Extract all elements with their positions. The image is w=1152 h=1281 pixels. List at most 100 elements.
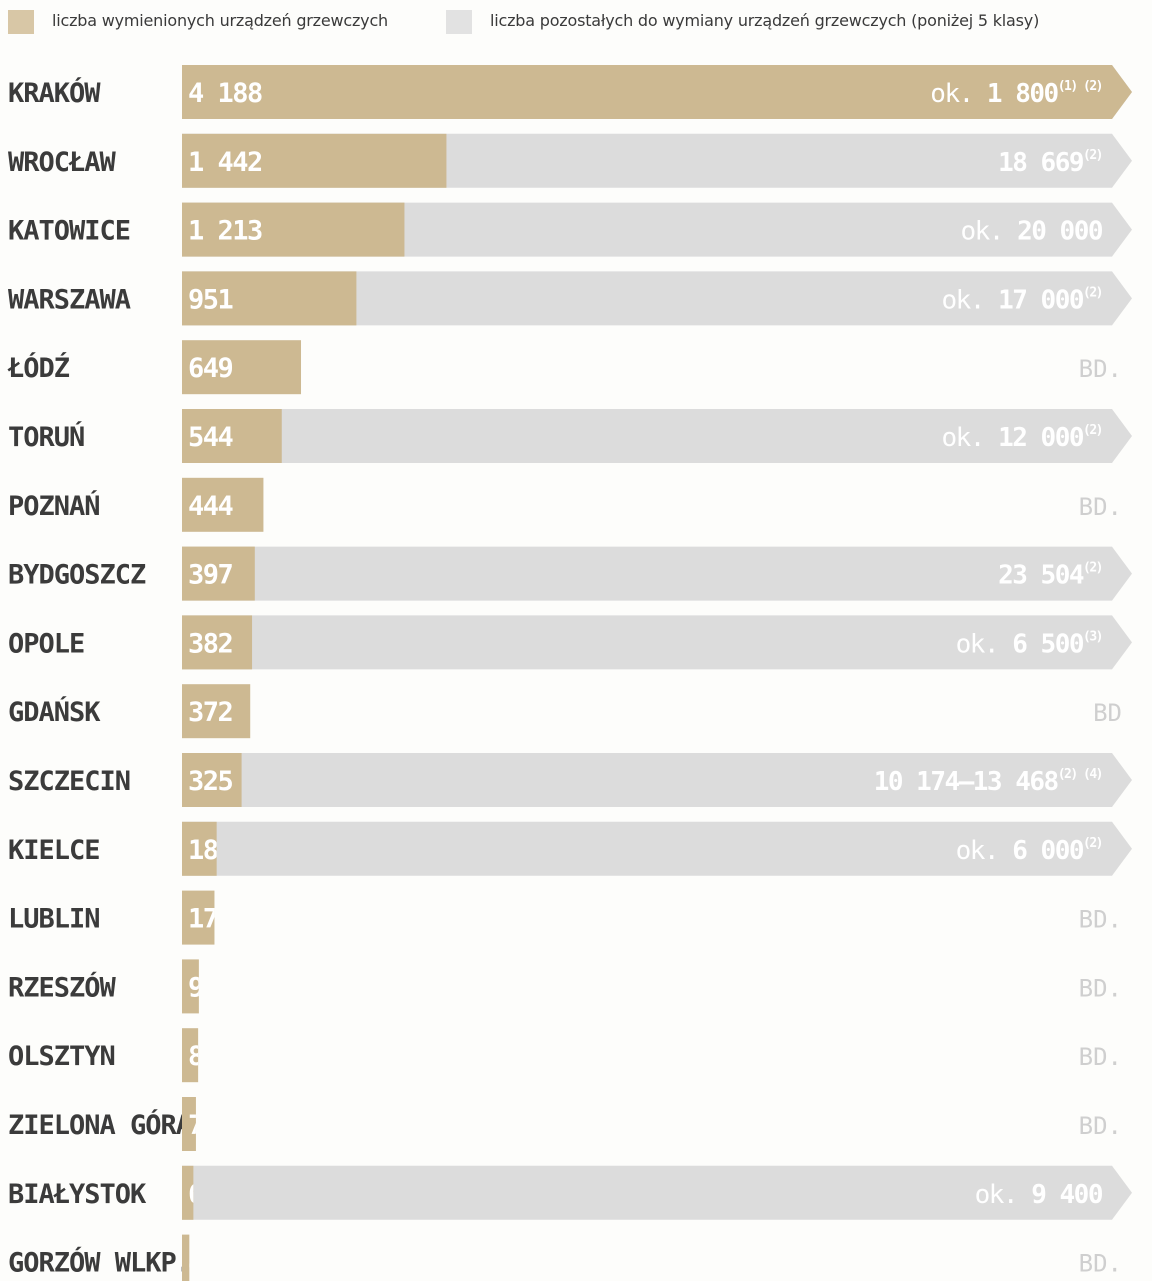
remaining-value-prefix: ok.	[960, 217, 1017, 247]
city-label: POZNAŃ	[8, 490, 100, 522]
legend: liczba wymienionych urządzeń grzewczych …	[0, 0, 1152, 44]
remaining-bar	[182, 409, 1132, 463]
replaced-bar	[182, 1028, 199, 1083]
remaining-value-label: ok. 17 000(2)	[941, 285, 1102, 315]
chart-row: GDAŃSK 372 BD	[8, 684, 1122, 739]
replaced-value-label: 92	[188, 972, 218, 1003]
remaining-value: 6 000	[1012, 836, 1084, 866]
chart-row: OPOLE 382 ok. 6 500(3)	[8, 615, 1132, 670]
city-label: BYDGOSZCZ	[8, 560, 146, 591]
chart-row: OLSZTYN 88 BD.	[8, 1028, 1122, 1083]
replaced-bar	[182, 684, 251, 739]
remaining-value: 18 669	[998, 148, 1083, 178]
remaining-value: 23 504	[998, 561, 1084, 591]
remaining-value-label: ok. 20 000	[960, 217, 1102, 247]
city-label: LUBLIN	[8, 904, 100, 935]
footnote-marker: (2)	[1083, 285, 1102, 300]
replaced-value-label: 4 188	[188, 78, 262, 109]
chart-row: KRAKÓW 4 188 ok. 1 800(1) (2)	[8, 65, 1132, 119]
city-label: WROCŁAW	[8, 147, 117, 178]
footnote-marker: (2)	[1083, 423, 1102, 438]
remaining-value-label: ok. 6 500(3)	[956, 629, 1102, 659]
replaced-value-label: 382	[188, 628, 233, 659]
no-data-label: BD.	[1079, 974, 1122, 1002]
no-data-label: BD.	[1079, 493, 1122, 521]
city-label: ZIELONA GÓRA	[8, 1109, 192, 1141]
replaced-bar	[182, 753, 242, 807]
chart-row: WARSZAWA 951 ok. 17 000(2)	[8, 271, 1132, 326]
no-data-label: BD.	[1079, 355, 1122, 383]
legend-label-remaining: liczba pozostałych do wymiany urządzeń g…	[490, 11, 1040, 30]
remaining-value: 9 400	[1031, 1180, 1103, 1210]
remaining-bar	[182, 271, 1132, 326]
remaining-value-prefix: ok.	[975, 1180, 1032, 1210]
replaced-bar	[182, 477, 264, 532]
replaced-value-label: 444	[188, 491, 234, 522]
replaced-value-label: 88	[188, 1041, 218, 1072]
replaced-value-label: 76	[188, 1110, 218, 1141]
replaced-value-label: 177	[188, 904, 233, 935]
replaced-value-label: 325	[188, 766, 233, 797]
legend-label-replaced: liczba wymienionych urządzeń grzewczych	[52, 11, 388, 30]
replaced-value-label: 372	[188, 697, 233, 728]
legend-swatch-remaining	[446, 10, 472, 34]
remaining-value-label: 18 669(2)	[998, 148, 1102, 178]
replaced-value-label: 544	[188, 422, 234, 453]
footnote-marker: (3)	[1083, 629, 1102, 644]
remaining-value-label: ok. 1 800(1) (2)	[930, 79, 1102, 109]
footnote-marker: (2)	[1083, 836, 1102, 851]
chart-row: SZCZECIN 325 10 174–13 468(2) (4)	[8, 753, 1132, 807]
chart-row: POZNAŃ 444 BD.	[8, 477, 1122, 532]
chart-row: TORUŃ 544 ok. 12 000(2)	[8, 409, 1132, 463]
footnote-marker: (1) (2)	[1058, 79, 1102, 94]
remaining-value: 12 000	[998, 423, 1084, 453]
replaced-bar	[182, 959, 199, 1014]
remaining-value-label: 10 174–13 468(2) (4)	[874, 767, 1102, 797]
remaining-value-prefix: ok.	[941, 423, 998, 453]
remaining-value: 10 174–13 468	[874, 767, 1059, 797]
no-data-label: BD.	[1079, 906, 1122, 934]
replaced-value-label: 951	[188, 284, 233, 315]
footnote-marker: (2)	[1083, 148, 1102, 163]
city-label: KRAKÓW	[8, 77, 101, 109]
footnote-marker: (2) (4)	[1058, 767, 1102, 782]
replaced-bar	[182, 65, 1132, 119]
footnote-marker: (2)	[1083, 561, 1102, 576]
city-label: OLSZTYN	[8, 1041, 115, 1072]
replaced-bar	[182, 1097, 196, 1151]
chart-row: BIAŁYSTOK 62 ok. 9 400	[8, 1165, 1132, 1220]
replaced-bar	[182, 615, 253, 670]
replaced-bar	[182, 890, 215, 945]
bar-chart: KRAKÓW 4 188 ok. 1 800(1) (2) WROCŁAW 1 442 1…	[7, 65, 1132, 1281]
remaining-value-prefix: ok.	[956, 629, 1013, 659]
chart-row: RZESZÓW 92 BD.	[8, 959, 1122, 1014]
remaining-bar	[182, 546, 1132, 601]
remaining-value-label: 23 504(2)	[998, 561, 1102, 591]
city-label: RZESZÓW	[8, 971, 117, 1003]
chart-row: LUBLIN 177 BD.	[8, 890, 1122, 945]
chart-row: KATOWICE 1 213 ok. 20 000	[8, 202, 1132, 257]
remaining-value: 20 000	[1017, 217, 1103, 247]
replaced-value-label: 1 442	[188, 147, 262, 178]
remaining-bar	[182, 821, 1132, 876]
remaining-value-label: ok. 9 400	[975, 1180, 1103, 1210]
replaced-bar	[182, 271, 357, 326]
no-data-label: BD	[1093, 699, 1122, 727]
no-data-label: BD.	[1079, 1043, 1122, 1071]
remaining-bar	[182, 1165, 1132, 1220]
city-label: BIAŁYSTOK	[8, 1179, 147, 1210]
replaced-bar	[182, 202, 405, 257]
city-label: ŁÓDŹ	[7, 352, 70, 384]
replaced-value-label: 4	[188, 1248, 204, 1279]
chart-row: KIELCE 189 ok. 6 000(2)	[8, 821, 1132, 876]
replaced-value-label: 189	[188, 835, 233, 866]
replaced-bar	[182, 409, 282, 463]
replaced-bar	[182, 133, 447, 188]
no-data-label: BD.	[1079, 1250, 1122, 1278]
remaining-value: 17 000	[998, 285, 1084, 315]
legend-swatch-replaced	[8, 10, 34, 34]
remaining-value: 6 500	[1012, 629, 1084, 659]
remaining-value-prefix: ok.	[930, 79, 987, 109]
replaced-value-label: 397	[188, 560, 233, 591]
